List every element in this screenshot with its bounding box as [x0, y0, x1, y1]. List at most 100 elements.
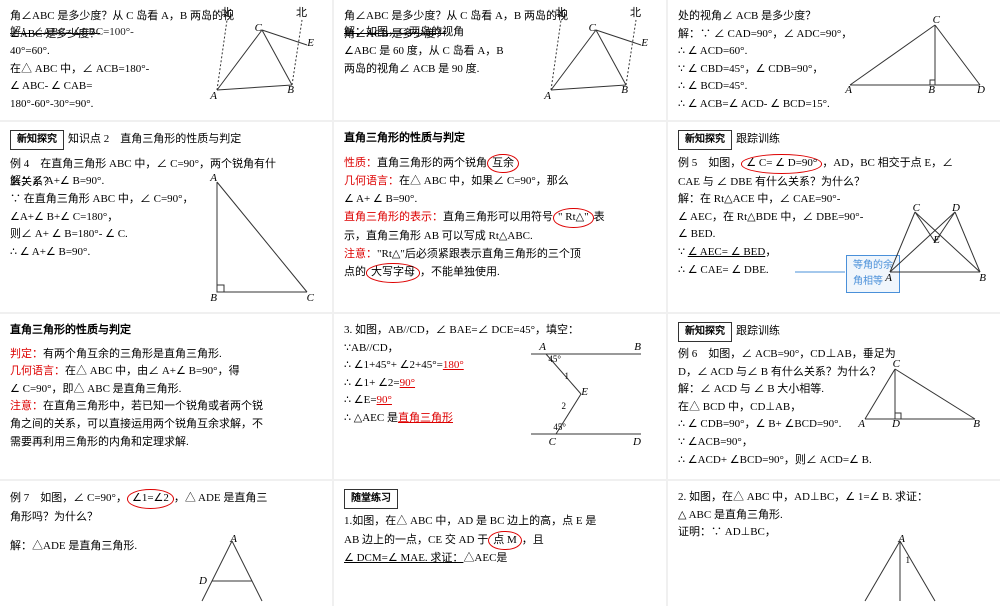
text: 需要再利用三角形的内角和定理求解. — [10, 434, 322, 452]
label: E — [641, 35, 648, 53]
circled-text: ∠1=∠2 — [127, 489, 174, 509]
text: 例 4 在直角三角形 ABC 中，∠ C=90°，两个锐角有什 — [10, 156, 322, 174]
text: ，AD，BC 相交于点 E，∠ — [822, 157, 953, 169]
text: 直角三角形的表示： — [344, 211, 443, 223]
label: E — [307, 35, 314, 53]
label: 1 — [906, 553, 911, 567]
cell-r3c3: 新知探究跟踪训练 例 6 如图，∠ ACB=90°，CD⊥AB，垂足为 D，∠ … — [668, 314, 1000, 479]
text: 直角三角形的两个锐角 — [377, 157, 487, 169]
label: B — [621, 82, 628, 100]
text: 解：△ADE 是直角三角形. — [10, 538, 322, 556]
text: 几何语言： — [10, 365, 65, 377]
section-tag: 新知探究 — [10, 130, 64, 150]
text: ∵ — [678, 246, 688, 258]
text: 在直角三角形中，若已知一个锐角或者两个锐 — [43, 400, 263, 412]
circled-text: 点 M — [488, 531, 522, 551]
text: 几何语言： — [344, 175, 399, 187]
label: A — [210, 88, 217, 106]
cell-r2c3: 新知探究跟踪训练 例 5 如图，∠ C= ∠ D=90°，AD，BC 相交于点 … — [668, 122, 1000, 312]
text: ∠ A+ ∠ B=90°. — [344, 191, 656, 209]
label: D — [952, 200, 960, 218]
label: C — [933, 12, 940, 30]
text: CAE 与 ∠ DBE 有什么关系？为什么？ — [678, 174, 990, 192]
text: 点的 — [344, 266, 366, 278]
text: 角之间的关系，可以直接运用两个锐角互余求解，不 — [10, 416, 322, 434]
text: 知识点 2 直角三角形的性质与判定 — [68, 133, 241, 145]
text: 判定： — [10, 348, 43, 360]
label: A — [898, 531, 905, 549]
fill-blank: 直角三角形 — [398, 412, 453, 424]
text: 跟踪训练 — [736, 133, 780, 145]
text: 例 7 如图，∠ C=90°， — [10, 492, 127, 504]
text: ∴ ∠ACD+ ∠BCD=90°，则∠ ACD=∠ B. — [678, 452, 990, 470]
cell-r4c2: 随堂练习 1.如图，在△ ABC 中，AD 是 BC 边上的高，点 E 是 AB… — [334, 481, 666, 606]
cell-r3c2: 3. 如图，AB//CD，∠ BAE=∠ DCE=45°，填空： ∵AB//CD… — [334, 314, 666, 479]
triangle-diagram — [840, 15, 990, 95]
label: 1 — [565, 369, 570, 383]
label: A — [539, 339, 546, 357]
label: A — [858, 416, 865, 434]
label: E — [933, 232, 940, 250]
text: "Rt△"后必须紧跟表示直角三角形的三个顶 — [377, 248, 581, 260]
label: C — [549, 434, 556, 452]
text: 直角三角形可以用符号 — [443, 211, 553, 223]
text: ∠ C=90°，即△ ABC 是直角三角形. — [10, 381, 322, 399]
label: 2 — [562, 399, 567, 413]
text: 解：∠ A+∠ B=90°. — [10, 173, 104, 191]
label: 北 — [630, 5, 641, 23]
text: 1.如图，在△ ABC 中，AD 是 BC 边上的高，点 E 是 — [344, 513, 656, 531]
cell-r1c2: 角∠ABC 是多少度？从 C 岛看 A，B 两岛的视 角∠ACB 是多少度？ 解… — [334, 0, 666, 120]
text: 示，直角三角形 AB 可以写成 Rt△ABC. — [344, 228, 656, 246]
text: ∴ ∠1+ ∠2= — [344, 377, 400, 389]
text: ∠ AEC= ∠ BED — [688, 246, 766, 258]
text: 性质： — [344, 157, 377, 169]
fill-blank: 90° — [377, 394, 392, 406]
text: 在△ ABC 中，由∠ A+∠ B=90°，得 — [65, 365, 240, 377]
label: D — [633, 434, 641, 452]
label: B — [979, 270, 986, 288]
cell-r4c3: 2. 如图，在△ ABC 中，AD⊥BC，∠ 1=∠ B. 求证： △ ABC … — [668, 481, 1000, 606]
text: 在△ ABC 中，如果∠ C=90°，那么 — [399, 175, 569, 187]
text: △ ABC 是直角三角形. — [678, 507, 990, 525]
text: △AEC是 — [463, 552, 507, 564]
text: 注意： — [10, 400, 43, 412]
circled-text: 互余 — [487, 154, 519, 174]
text: 角形吗？为什么？ — [10, 509, 322, 527]
label: C — [255, 20, 262, 38]
triangle-diagram — [536, 10, 656, 100]
cell-r1c1: 角∠ABC 是多少度？从 C 岛看 A，B 两岛的视 ∠ABC 是多少度？ 解：… — [0, 0, 332, 120]
label: B — [287, 82, 294, 100]
text: ，不能单独使用. — [420, 266, 500, 278]
label: E — [581, 384, 588, 402]
text: ∴ △AEC 是 — [344, 412, 398, 424]
label: C — [589, 20, 596, 38]
label: D — [892, 416, 900, 434]
cell-r2c1: 新知探究知识点 2 直角三角形的性质与判定 例 4 在直角三角形 ABC 中，∠… — [0, 122, 332, 312]
label: A — [885, 270, 892, 288]
text: AB 边上的一点，CE 交 AD 于 — [344, 534, 488, 546]
text: 注意： — [344, 248, 377, 260]
right-triangle-altitude-diagram — [855, 359, 985, 429]
label: A — [845, 82, 852, 100]
label: D — [199, 573, 207, 591]
label: A — [230, 531, 237, 549]
text: 解：如图，C 两岛的视角 — [344, 24, 464, 42]
label: C — [913, 200, 920, 218]
label: B — [928, 82, 935, 100]
right-triangle-diagram — [207, 172, 317, 302]
section-tag: 新知探究 — [678, 322, 732, 342]
text: ∵ ∠ACB=90°， — [678, 434, 990, 452]
label: 北 — [296, 5, 307, 23]
label: A — [544, 88, 551, 106]
cell-r3c1: 直角三角形的性质与判定 判定：有两个角互余的三角形是直角三角形. 几何语言：在△… — [0, 314, 332, 479]
line-icon — [795, 267, 845, 277]
fill-blank: 180° — [443, 359, 464, 371]
section-tag: 随堂练习 — [344, 489, 398, 509]
text: ，△ ADE 是直角三 — [174, 492, 268, 504]
text: ∴ ∠E= — [344, 394, 377, 406]
text: ∴ ∠1+45°+ ∠2+45°= — [344, 359, 443, 371]
label: B — [634, 339, 641, 357]
label: A — [210, 170, 217, 188]
text: ， — [765, 246, 776, 258]
cell-r1c3: 处的视角∠ ACB 是多少度？ 解：∵ ∠ CAD=90°，∠ ADC=90°，… — [668, 0, 1000, 120]
